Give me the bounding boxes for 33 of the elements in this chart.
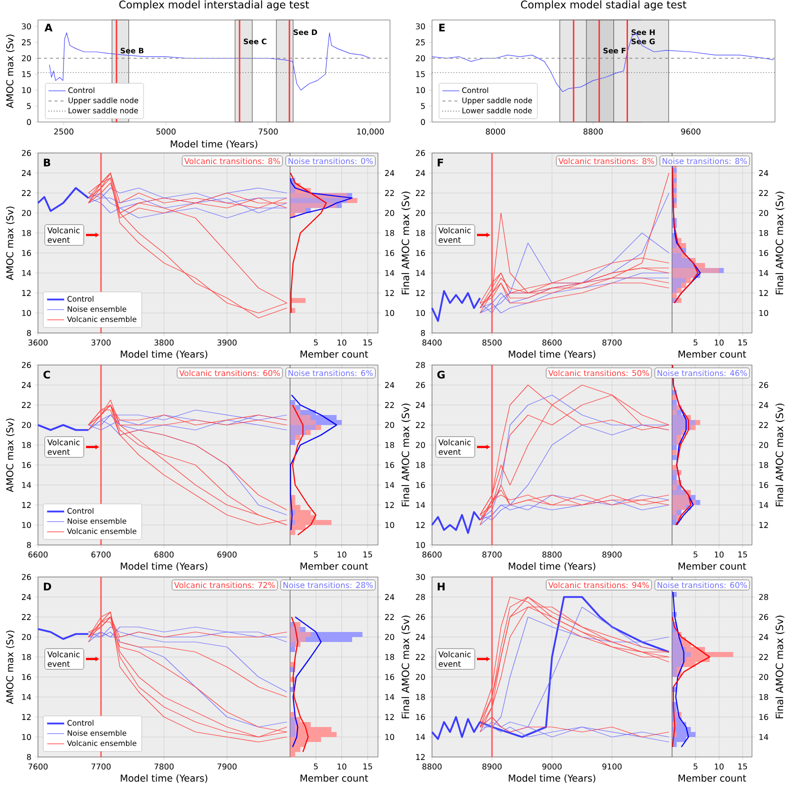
- x-axis-title: Model time (Years): [508, 562, 596, 571]
- x-axis-title: Member count: [678, 350, 746, 358]
- annotation: A: [44, 24, 53, 32]
- x-axis-title: Member count: [300, 562, 368, 570]
- y-axis-title: Final AMOC max (Sv): [401, 616, 410, 718]
- x-axis-title: Model time (Years): [120, 562, 208, 571]
- chart-title: Complex model interstadial age test: [119, 0, 310, 10]
- x-axis-title: Model time (Years): [508, 350, 596, 359]
- annotation: C: [43, 370, 50, 379]
- x-axis-title: Member count: [678, 562, 746, 570]
- annotation: H: [438, 582, 445, 590]
- x-axis-title: Model time (Years): [120, 350, 208, 359]
- x-axis-title: Model time (Years): [120, 774, 208, 783]
- annotation: G: [437, 370, 445, 379]
- y-axis-title: AMOC max (Sv): [6, 418, 14, 492]
- y-axis-title: Final AMOC max (Sv): [775, 616, 784, 718]
- y-axis-title: Final AMOC max (Sv): [401, 404, 410, 506]
- y-axis-title: Final AMOC max (Sv): [775, 192, 784, 294]
- y-axis-title: AMOC max (Sv): [6, 34, 14, 108]
- annotation: B: [44, 158, 50, 166]
- x-axis-title: Model time (Years): [508, 774, 596, 783]
- x-axis-title: Member count: [678, 774, 746, 782]
- annotation: E: [439, 24, 445, 32]
- y-axis-title: AMOC max (Sv): [6, 630, 14, 704]
- y-axis-title: AMOC max (Sv): [6, 206, 14, 280]
- x-axis-title: Member count: [300, 774, 368, 782]
- y-axis-title: Final AMOC max (Sv): [401, 192, 410, 294]
- annotation: D: [44, 582, 52, 590]
- x-axis-title: Model time (Years): [170, 140, 258, 149]
- annotation: F: [438, 158, 444, 166]
- x-axis-title: Member count: [300, 350, 368, 358]
- chart-title: Complex model stadial age test: [521, 0, 686, 10]
- y-axis-title: Final AMOC max (Sv): [775, 404, 784, 506]
